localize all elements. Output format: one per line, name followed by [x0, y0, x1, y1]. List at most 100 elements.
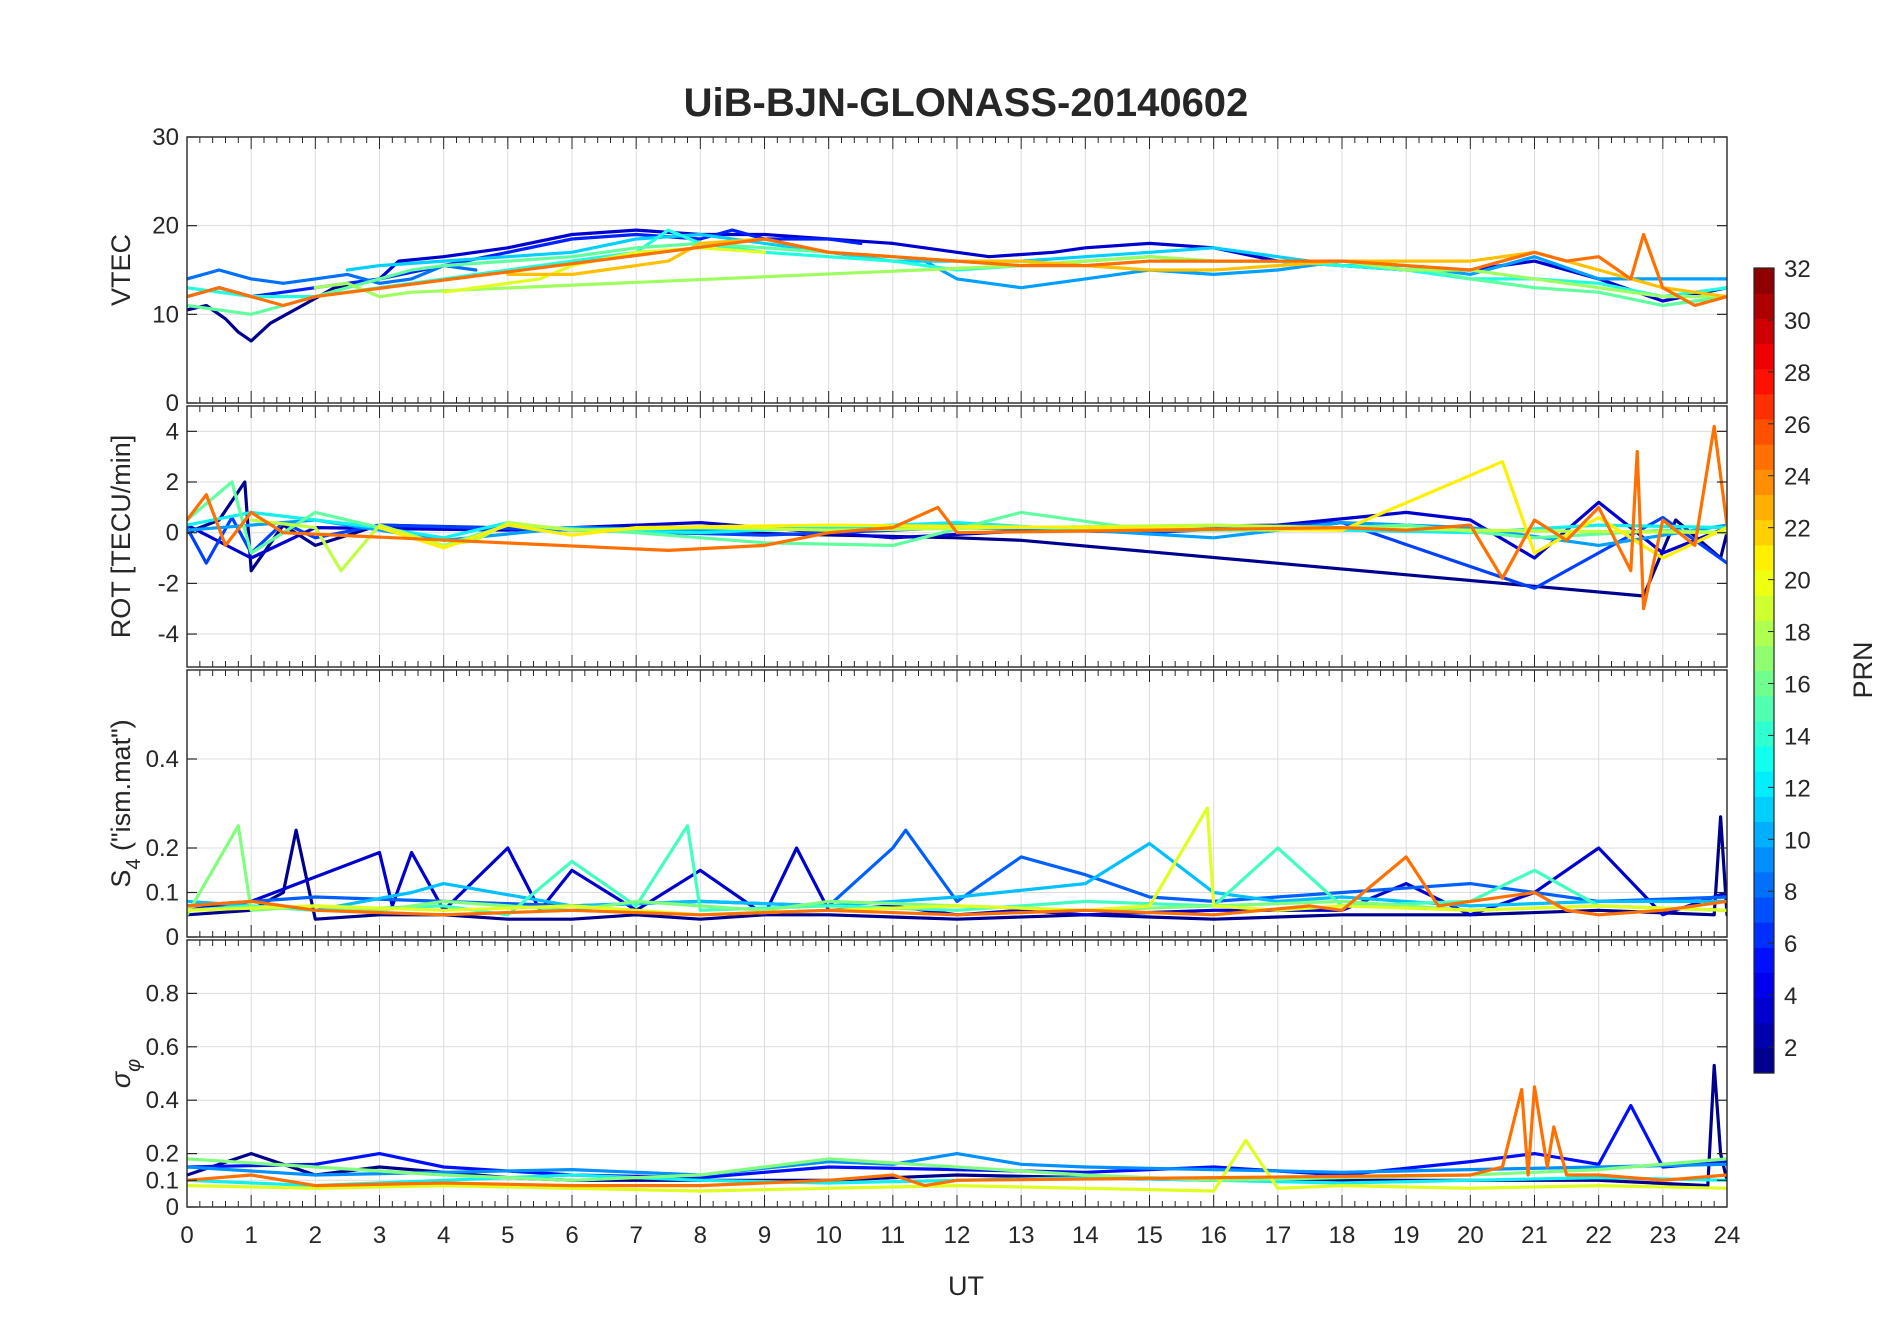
x-tick-label: 20	[1457, 1222, 1484, 1249]
y-axis-label: VTEC	[106, 234, 136, 306]
colorbar-tick-label: 8	[1784, 879, 1797, 906]
colorbar-segment	[1754, 620, 1774, 646]
x-tick-label: 13	[1008, 1222, 1035, 1249]
series-line-prn-4	[187, 1103, 1727, 1180]
colorbar-segment	[1754, 293, 1774, 319]
colorbar-tick-label: 28	[1784, 360, 1811, 387]
colorbar-segment	[1754, 368, 1774, 395]
series-group	[187, 228, 1727, 343]
y-tick-label: 0	[166, 924, 179, 951]
series-line-prn-10	[923, 255, 1727, 290]
colorbar-segment	[1754, 871, 1774, 898]
y-axis-label: S4 ("ism.mat")	[106, 719, 145, 887]
colorbar-tick-label: 4	[1784, 983, 1797, 1010]
x-tick-label: 24	[1714, 1222, 1741, 1249]
series-line-prn-11	[187, 841, 1727, 912]
y-tick-label: 0.6	[146, 1034, 179, 1061]
series-line-prn-9	[187, 1151, 1727, 1177]
x-tick-label: 2	[309, 1222, 322, 1249]
x-tick-label: 4	[437, 1222, 450, 1249]
colorbar-segment	[1754, 418, 1774, 445]
colorbar-tick-label: 6	[1784, 931, 1797, 958]
series-line-prn-8	[187, 264, 478, 285]
series-line-prn-24	[187, 232, 1727, 308]
y-axis-label: ROT [TECU/min]	[106, 435, 136, 639]
series-line-prn-21	[377, 460, 1727, 560]
x-tick-label: 14	[1072, 1222, 1099, 1249]
x-tick-label: 11	[880, 1222, 905, 1249]
colorbar-segment	[1754, 393, 1774, 420]
colorbar-segment	[1754, 569, 1774, 596]
y-tick-label: 0.2	[146, 1141, 179, 1168]
colorbar-tick-label: 26	[1784, 412, 1811, 439]
colorbar-segment	[1754, 494, 1774, 521]
panel-1: 0 10 20 30 VTEC	[106, 124, 1728, 417]
colorbar-segment	[1754, 343, 1774, 370]
y-label-main: S	[106, 870, 136, 888]
series-group	[187, 424, 1727, 611]
colorbar-segment	[1754, 745, 1774, 772]
x-tick-label: 7	[629, 1222, 642, 1249]
colorbar-segment	[1754, 720, 1774, 747]
colorbar-segment	[1754, 469, 1774, 496]
colorbar-tick-label: 32	[1784, 256, 1811, 283]
colorbar-tick-label: 14	[1784, 723, 1811, 750]
series-line-prn-1	[187, 815, 1727, 921]
y-tick-label: 4	[166, 418, 179, 445]
series-line-prn-24	[187, 1085, 1727, 1188]
x-tick-label: 17	[1264, 1222, 1291, 1249]
colorbar-segment	[1754, 444, 1774, 470]
series-line-prn-1	[187, 1063, 1727, 1188]
colorbar-tick-label: 22	[1784, 516, 1811, 543]
y-tick-label: 0	[166, 1194, 179, 1221]
plot-frame	[186, 939, 1728, 1208]
colorbar-segment	[1754, 645, 1774, 672]
chart-title: UiB-BJN-GLONASS-20140602	[684, 81, 1249, 125]
y-tick-label: -2	[158, 570, 179, 597]
x-tick-label: 6	[565, 1222, 578, 1249]
x-tick-label: 3	[373, 1222, 386, 1249]
y-tick-label: 0	[166, 520, 179, 547]
series-line-prn-24	[187, 424, 1727, 611]
colorbar-segment	[1754, 997, 1774, 1024]
colorbar-label: PRN	[1848, 641, 1878, 698]
plot-frame	[186, 669, 1728, 938]
colorbar-segment	[1754, 695, 1774, 722]
x-tick-label: 15	[1136, 1222, 1163, 1249]
y-tick-label: 10	[152, 301, 179, 328]
x-tick-label: 22	[1585, 1222, 1612, 1249]
y-tick-label: 0.1	[146, 880, 179, 907]
colorbar-tick-label: 24	[1784, 464, 1811, 491]
x-tick-label: 10	[815, 1222, 842, 1249]
x-tick-label: 19	[1393, 1222, 1420, 1249]
x-tick-label: 9	[758, 1222, 771, 1249]
colorbar-segment	[1754, 1022, 1774, 1049]
series-group	[187, 806, 1727, 921]
plot-frame	[186, 405, 1728, 668]
x-tick-label: 23	[1649, 1222, 1676, 1249]
y-label-main: σ	[106, 1070, 136, 1088]
series-line-prn-7	[187, 828, 1727, 908]
colorbar-segment	[1754, 972, 1774, 999]
colorbar-segment	[1754, 519, 1774, 546]
colorbar-tick-label: 20	[1784, 568, 1811, 595]
colorbar-segment	[1754, 670, 1774, 697]
panel-3: 00.10.20.4S4 ("ism.mat")	[106, 669, 1728, 951]
x-tick-label: 21	[1521, 1222, 1548, 1249]
y-tick-label: -4	[158, 621, 179, 648]
panel-4: 00.10.2 0.4 0.6 0.8 σφ	[106, 939, 1728, 1221]
y-label-sub: 4	[123, 859, 145, 870]
x-axis-label: UT	[948, 1271, 984, 1301]
colorbar-segment	[1754, 896, 1774, 923]
y-label-sub: φ	[123, 1059, 145, 1072]
colorbar-tick-label: 16	[1784, 671, 1811, 698]
y-tick-label: 0	[166, 390, 179, 417]
series-line-prn-20	[187, 1138, 1727, 1193]
x-tick-label: 16	[1200, 1222, 1227, 1249]
x-tick-label: 5	[501, 1222, 514, 1249]
plot-frame	[186, 136, 1728, 404]
colorbar-tick-label: 10	[1784, 827, 1811, 854]
